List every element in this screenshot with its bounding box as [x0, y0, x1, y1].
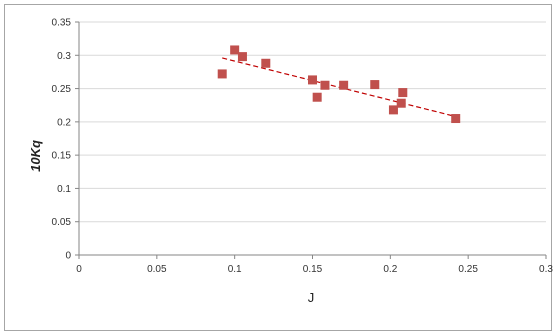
y-tick-label: 0.3: [57, 51, 71, 62]
grid-lines: [79, 21, 546, 223]
chart-frame: [4, 4, 552, 331]
data-point: [237, 52, 247, 62]
data-point: [339, 80, 349, 90]
y-tick-labels: 0 0.05 0.1 0.15 0.2 0.25 0.3 0.35: [52, 18, 72, 262]
data-point: [217, 69, 227, 79]
y-tick-label: 0.05: [52, 217, 72, 228]
x-tick-label: 0.05: [147, 264, 167, 275]
y-tick-label: 0.2: [57, 117, 71, 128]
y-tick-label: 0.15: [52, 151, 72, 162]
y-tick-label: 0.35: [52, 18, 72, 29]
axes: [75, 21, 547, 259]
data-point: [320, 80, 330, 90]
y-tick-label: 0: [65, 251, 71, 262]
data-point: [370, 80, 380, 90]
data-point: [451, 114, 461, 124]
x-tick-label: 0: [76, 264, 82, 275]
data-point: [388, 105, 398, 115]
y-axis-label: 10Kq: [28, 140, 43, 172]
data-point: [396, 98, 406, 108]
data-point: [398, 88, 408, 98]
data-point: [308, 75, 317, 85]
data-points: [217, 45, 461, 124]
x-tick-label: 0.25: [458, 264, 478, 275]
data-point: [261, 58, 271, 68]
x-tick-label: 0.3: [539, 264, 553, 275]
y-tick-label: 0.1: [57, 184, 71, 195]
y-tick-label: 0.25: [52, 84, 72, 95]
trendline: [222, 57, 456, 118]
x-tick-label: 0.2: [383, 264, 397, 275]
x-tick-label: 0.1: [228, 264, 242, 275]
trendline-group: [222, 57, 456, 118]
x-axis-label: J: [308, 290, 315, 305]
data-point: [230, 45, 240, 55]
data-point: [312, 92, 322, 102]
x-tick-label: 0.15: [303, 264, 323, 275]
x-tick-labels: 0 0.05 0.1 0.15 0.2 0.25 0.3: [76, 264, 553, 275]
